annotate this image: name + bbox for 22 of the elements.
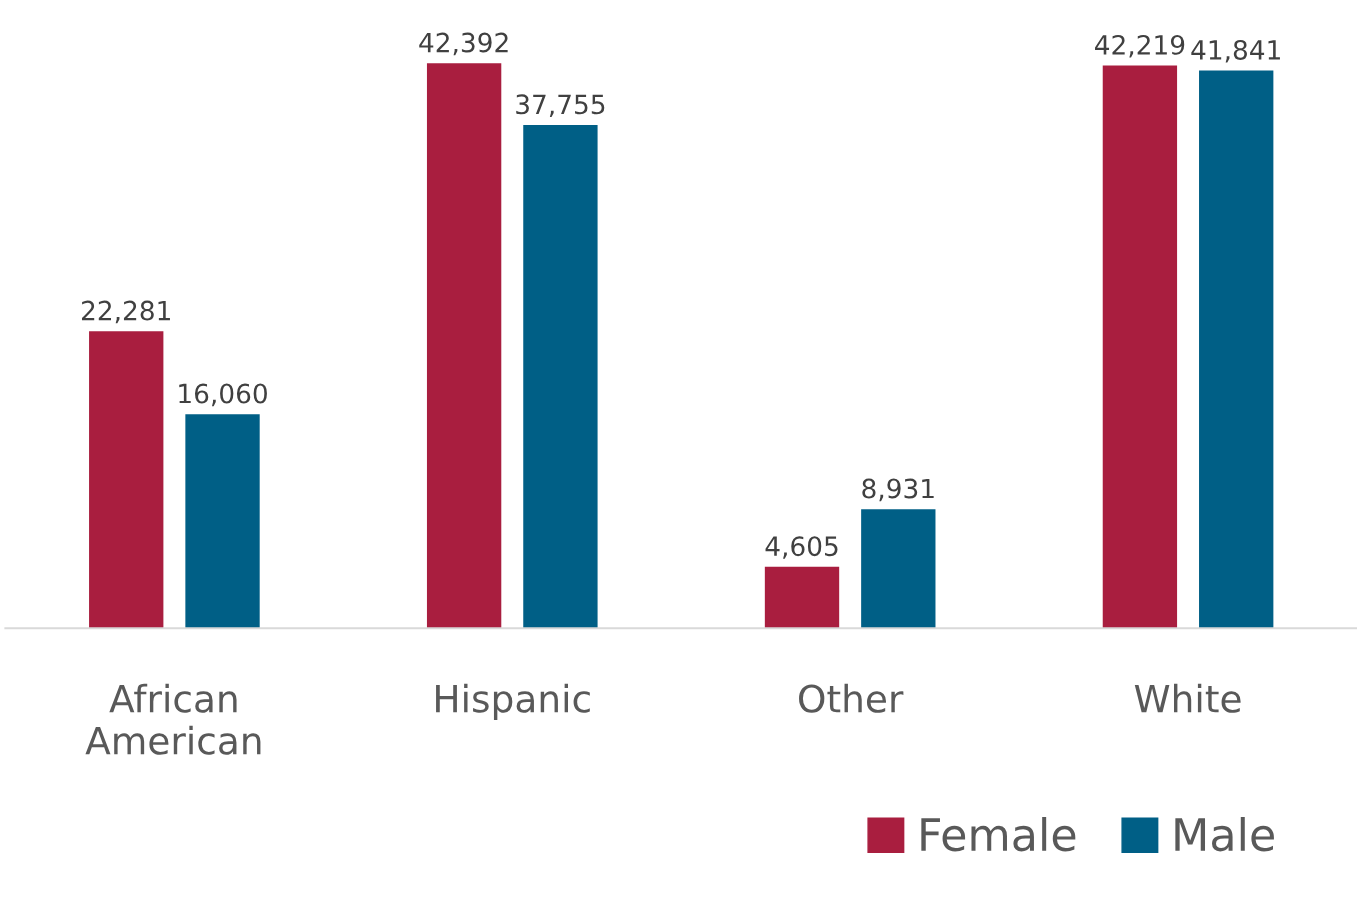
legend-label: Male: [1175, 816, 1274, 852]
data-label: 8,931: [862, 478, 934, 502]
x-tick-label: Hispanic: [436, 683, 590, 721]
data-label: 16,060: [179, 383, 267, 407]
data-label: 42,392: [419, 32, 508, 56]
bar: [861, 509, 936, 629]
bar: [523, 125, 598, 629]
bar: [185, 414, 260, 629]
x-tick-label: African American: [85, 683, 261, 755]
data-label: 22,281: [81, 300, 170, 324]
bar: [1102, 65, 1178, 629]
data-label: 37,755: [516, 94, 605, 118]
data-label: 42,219: [1095, 34, 1185, 58]
bar: [426, 63, 502, 629]
legend-label: Female: [921, 816, 1076, 852]
data-label: 4,605: [765, 536, 838, 559]
x-tick-label: Other: [799, 683, 904, 713]
x-tick-label: White: [1134, 683, 1241, 713]
bar: [1199, 70, 1274, 629]
bar: [764, 566, 840, 629]
data-label: 41,841: [1191, 39, 1280, 63]
bar: [89, 331, 164, 629]
